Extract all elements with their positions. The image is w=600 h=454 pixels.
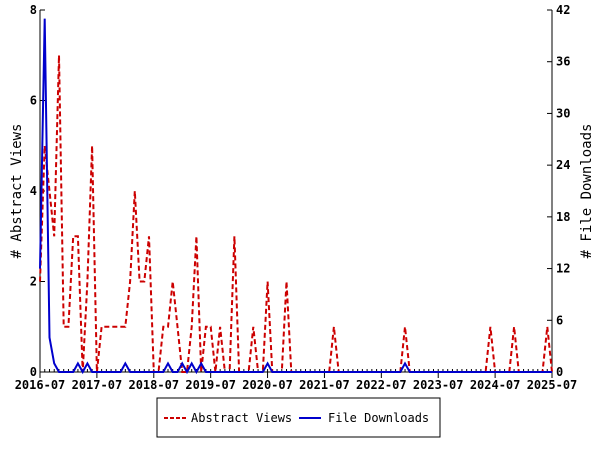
legend-label-downloads: File Downloads <box>328 411 429 425</box>
y2-tick-label: 36 <box>556 55 570 69</box>
x-tick-label: 2020-07 <box>242 378 293 392</box>
y-axis-label: # Abstract Views <box>9 124 25 259</box>
y-tick-label: 0 <box>30 365 37 379</box>
y2-tick-label: 24 <box>556 158 570 172</box>
x-tick-label: 2018-07 <box>128 378 179 392</box>
x-tick-label: 2019-07 <box>185 378 236 392</box>
legend: Abstract Views File Downloads <box>156 397 441 438</box>
x-tick-label: 2016-07 <box>15 378 66 392</box>
y-tick-label: 8 <box>30 3 37 17</box>
x-tick-label: 2021-07 <box>299 378 350 392</box>
y2-tick-label: 0 <box>556 365 563 379</box>
y2-tick-label: 42 <box>556 3 570 17</box>
abstract-views-line <box>39 55 553 373</box>
x-tick-label: 2023-07 <box>413 378 464 392</box>
x-tick-label: 2024-07 <box>470 378 521 392</box>
x-tick-label: 2017-07 <box>72 378 123 392</box>
x-tick-label: 2022-07 <box>356 378 407 392</box>
x-tick-label: 2025-07 <box>527 378 578 392</box>
y-tick-label: 6 <box>30 94 37 108</box>
y2-tick-label: 30 <box>556 106 570 120</box>
legend-label-views: Abstract Views <box>191 411 292 425</box>
y2-tick-label: 12 <box>556 262 570 276</box>
y2-tick-label: 18 <box>556 210 570 224</box>
y-tick-label: 2 <box>30 275 37 289</box>
y2-axis-label: # File Downloads <box>579 124 595 259</box>
file-downloads-line <box>39 18 552 375</box>
y2-tick-label: 6 <box>556 313 563 327</box>
y-tick-label: 4 <box>30 184 37 198</box>
